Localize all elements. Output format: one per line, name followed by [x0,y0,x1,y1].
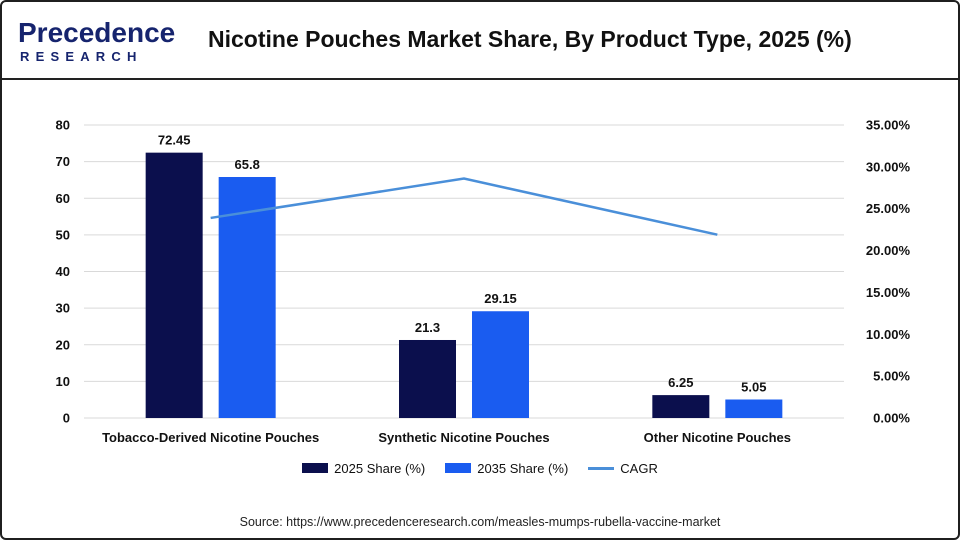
y2-tick-label: 35.00% [866,118,911,133]
chart-title: Nicotine Pouches Market Share, By Produc… [208,26,852,52]
bar-2035 [472,311,529,418]
y-tick-label: 0 [63,411,70,426]
brand-logo[interactable]: Precedence RESEARCH [18,18,175,68]
bar-2025 [399,339,456,418]
y2-tick-label: 5.00% [873,369,910,384]
y-tick-label: 40 [56,264,70,279]
bar-2025 [652,395,710,418]
y2-tick-label: 15.00% [866,285,911,300]
bar-2035 [218,177,276,418]
y2-tick-label: 30.00% [866,159,911,174]
data-label: 21.3 [415,320,440,335]
y-tick-label: 60 [56,191,70,206]
y-tick-label: 10 [56,374,70,389]
x-tick-label: Tobacco-Derived Nicotine Pouches [102,430,319,445]
chart-legend: 2025 Share (%) 2035 Share (%) CAGR [2,458,958,478]
y-tick-label: 50 [56,227,70,242]
bar-2025 [145,152,203,419]
legend-label-2035: 2035 Share (%) [477,460,569,476]
x-tick-label: Other Nicotine Pouches [644,430,791,445]
chart-svg: 0 10 20 30 40 50 60 70 80 0.00% 5.00% 10.00% 15.00% 2… [56,118,911,446]
legend-swatch-cagr [588,466,615,470]
x-tick-label: Synthetic Nicotine Pouches [378,430,549,445]
legend-item-2025[interactable]: 2025 Share (%) [302,461,425,476]
legend-label-2025: 2025 Share (%) [334,460,426,476]
cagr-line [210,177,718,236]
legend-item-2035[interactable]: 2035 Share (%) [445,461,568,476]
data-label: 6.25 [668,375,693,390]
y-tick-label: 30 [56,301,70,316]
source-note: Source: https://www.precedenceresearch.c… [239,515,721,529]
legend-item-cagr[interactable]: CAGR [588,461,658,476]
data-label: 72.45 [158,133,191,148]
bar-2035 [725,399,783,418]
data-label: 29.15 [484,291,517,306]
data-label: 65.8 [235,157,260,172]
y2-tick-label: 10.00% [866,327,911,342]
y-tick-label: 80 [56,118,70,133]
y2-tick-label: 20.00% [866,243,911,258]
legend-label-cagr: CAGR [620,460,658,476]
legend-swatch-2035 [445,463,472,473]
logo-subtitle: RESEARCH [20,49,143,64]
logo-wordmark: Precedence [18,17,176,48]
legend-swatch-2025 [302,463,329,473]
y-tick-label: 70 [56,154,70,169]
data-label: 5.05 [741,380,766,395]
y2-tick-label: 25.00% [866,201,911,216]
y2-tick-label: 0.00% [873,411,910,426]
y-tick-label: 20 [56,337,70,352]
header: Precedence RESEARCH Nicotine Pouches Mar… [2,2,958,80]
